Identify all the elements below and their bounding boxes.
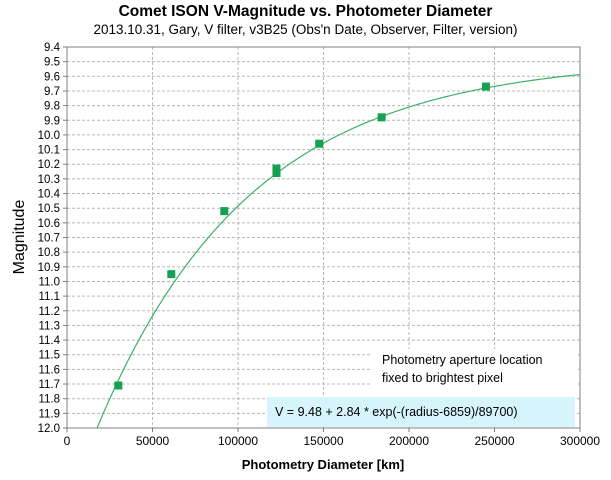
y-tick-label: 11.7 [38,379,60,391]
y-tick-label: 11.1 [38,291,60,303]
fit-curve [96,73,581,429]
y-tick-label: 11.8 [38,394,60,406]
y-tick-label: 9.9 [44,115,60,127]
y-tick-label: 11.9 [38,408,60,420]
y-tick-label: 10.0 [38,130,60,142]
x-tick-label: 250000 [474,434,514,448]
y-tick-label: 11.0 [38,276,60,288]
x-tick-labels: 0 50000 100000 150000 200000 250000 300000 [64,434,601,448]
data-point [481,82,490,91]
data-point [167,270,176,279]
x-tick-label: 150000 [303,434,343,448]
y-tick-label: 10.3 [38,174,60,186]
y-tick-label: 10.6 [38,218,60,230]
chart-subtitle: 2013.10.31, Gary, V filter, v3B25 (Obs'n… [93,22,518,37]
data-point [272,164,281,173]
y-tick-label: 10.1 [38,145,60,157]
annotation-note-line2: fixed to brightest pixel [382,371,503,385]
data-point [272,169,281,178]
x-tick-label: 0 [64,434,71,448]
x-tick-label: 50000 [136,434,170,448]
data-point [114,381,123,390]
y-tick-labels: 9.4 9.5 9.6 9.7 9.8 9.9 10.0 10.1 10.2 10.3 10.4 10… [38,42,61,435]
chart-title: Comet ISON V-Magnitude vs. Photometer Di… [118,3,493,20]
y-tick-label: 10.2 [38,159,60,171]
y-axis-label: Magnitude [11,200,28,275]
annotation-note-line1: Photometry aperture location [382,353,543,367]
y-tick-label: 10.8 [38,247,60,259]
data-point [315,139,324,148]
y-tick-label: 9.4 [44,42,61,54]
y-tick-label: 12.0 [38,423,60,435]
data-point [377,113,386,122]
y-tick-label: 11.3 [38,320,60,332]
y-tick-label: 10.7 [38,233,60,245]
y-tick-label: 11.4 [38,335,60,347]
x-tick-label: 300000 [560,434,600,448]
y-tick-label: 11.2 [38,306,60,318]
x-axis-label: Photometry Diameter [km] [242,457,405,472]
x-tick-label: 100000 [218,434,258,448]
fit-formula: V = 9.48 + 2.84 * exp(-(radius-6859)/897… [267,397,575,427]
y-tick-label: 9.6 [44,71,60,83]
annotation-note: Photometry aperture location fixed to br… [372,349,578,397]
y-tick-label: 10.4 [38,189,61,201]
x-tick-label: 200000 [389,434,429,448]
y-tick-label: 9.7 [44,86,60,98]
plot-area-border [66,46,581,429]
y-tick-label: 11.6 [38,364,60,376]
y-tick-label: 9.5 [44,57,60,69]
grid-layer [63,46,581,432]
y-tick-label: 9.8 [44,101,60,113]
y-tick-label: 10.5 [38,203,60,215]
data-point [220,207,229,216]
y-tick-label: 11.5 [38,350,60,362]
y-tick-label: 10.9 [38,262,60,274]
data-points [114,82,490,390]
